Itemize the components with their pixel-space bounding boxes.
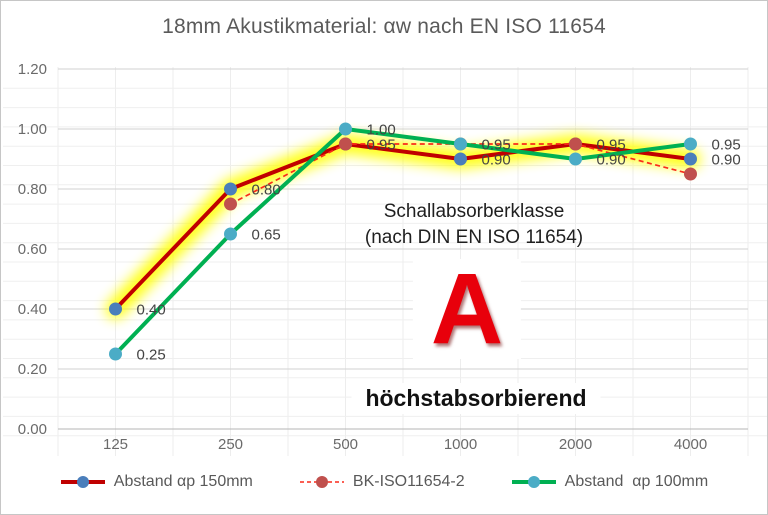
x-axis-tick-label: 125 <box>103 436 128 453</box>
data-point-marker <box>339 122 352 136</box>
data-point-marker <box>569 137 582 151</box>
data-point-label: 0.95 <box>367 137 396 154</box>
legend-label: BK-ISO11654-2 <box>352 473 465 490</box>
data-point-label: 0.25 <box>137 347 166 364</box>
data-point-marker <box>569 152 582 166</box>
data-point-label: 1.00 <box>367 122 396 139</box>
data-point-marker <box>454 152 467 166</box>
line-marker-icon <box>511 476 556 488</box>
data-point-marker <box>109 347 122 361</box>
x-axis-tick-label: 4000 <box>674 436 707 453</box>
absorber-class-heading-line1: Schallabsorberklasse <box>383 201 565 222</box>
line-marker-icon <box>60 476 105 488</box>
legend-label: Abstand αp 150mm <box>113 473 253 490</box>
legend-label: Abstand αp 100mm <box>564 473 709 490</box>
y-axis-tick-label: 1.00 <box>18 121 47 138</box>
data-point-marker <box>339 137 352 151</box>
data-point-marker <box>224 182 237 196</box>
major-gridlines: 0.00 0.20 0.40 0.60 0.80 1.00 1.20 <box>18 61 748 438</box>
data-point-label: 0.90 <box>482 152 511 169</box>
y-axis-tick-label: 0.20 <box>18 361 47 378</box>
absorber-class-description: höchstabsorbierend <box>351 383 601 414</box>
x-axis-tick-label: 1000 <box>444 436 477 453</box>
data-point-marker <box>224 197 237 211</box>
legend-item-bk-iso11654-2: BK-ISO11654-2 <box>299 473 465 491</box>
data-point-marker <box>109 302 122 316</box>
data-point-marker <box>454 137 467 151</box>
data-point-label: 0.90 <box>597 152 626 169</box>
data-point-marker <box>684 137 697 151</box>
x-axis-tick-label: 2000 <box>559 436 592 453</box>
legend-item-abstand-100mm: Abstand αp 100mm <box>511 473 709 491</box>
y-axis-tick-label: 0.00 <box>18 421 47 438</box>
y-axis-tick-label: 1.20 <box>18 61 47 78</box>
data-point-label: 0.95 <box>597 137 626 154</box>
data-point-label: 0.90 <box>712 152 741 169</box>
line-chart: 0.00 0.20 0.40 0.60 0.80 1.00 1.20 125 250 500 100… <box>3 61 767 456</box>
data-point-label: 0.95 <box>482 137 511 154</box>
chart-title: 18mm Akustikmaterial: αw nach EN ISO 116… <box>162 15 606 38</box>
absorber-class-heading-line2: (nach DIN EN ISO 11654) <box>364 227 584 248</box>
data-point-marker <box>684 152 697 166</box>
chart-legend: Abstand αp 150mm BK-ISO11654-2 Abstand α… <box>1 473 767 491</box>
data-point-label: 0.80 <box>252 182 281 199</box>
data-point-label: 0.95 <box>712 137 741 154</box>
data-point-label: 0.65 <box>252 227 281 244</box>
x-axis-tick-label: 500 <box>333 436 358 453</box>
series-2 <box>109 122 697 361</box>
background-grid <box>3 67 767 456</box>
dashed-line-marker-icon <box>299 476 344 488</box>
legend-item-abstand-150mm: Abstand αp 150mm <box>60 473 253 491</box>
y-axis-tick-label: 0.60 <box>18 241 47 258</box>
x-axis-tick-label: 250 <box>218 436 243 453</box>
y-axis-tick-label: 0.80 <box>18 181 47 198</box>
absorber-class-heading: Schallabsorberklasse (nach DIN EN ISO 11… <box>344 199 604 251</box>
data-point-marker <box>684 167 697 181</box>
data-point-marker <box>224 227 237 241</box>
y-axis-tick-label: 0.40 <box>18 301 47 318</box>
data-point-label: 0.40 <box>137 302 166 319</box>
absorber-class-letter: A <box>412 259 522 359</box>
